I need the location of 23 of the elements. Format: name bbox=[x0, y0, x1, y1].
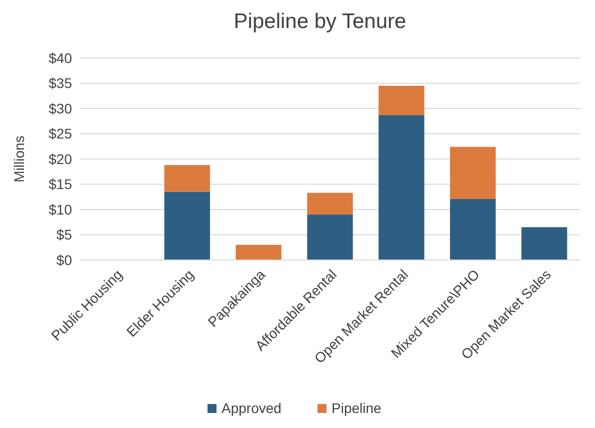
bar bbox=[164, 192, 210, 260]
bar bbox=[236, 244, 282, 260]
y-tick-label: $40 bbox=[48, 50, 72, 66]
bar bbox=[450, 146, 496, 199]
legend-label: Approved bbox=[222, 400, 282, 416]
bar bbox=[164, 165, 210, 192]
bar bbox=[521, 227, 568, 260]
y-tick-label: $15 bbox=[48, 176, 72, 192]
y-tick-label: $10 bbox=[48, 201, 72, 218]
bar bbox=[378, 115, 424, 260]
y-tick-label: $20 bbox=[48, 150, 72, 167]
y-axis-title: Millions bbox=[11, 136, 27, 182]
y-tick-label: $25 bbox=[48, 126, 72, 142]
bar bbox=[307, 214, 353, 260]
y-tick-label: $35 bbox=[48, 75, 72, 92]
y-tick-label: $30 bbox=[48, 100, 72, 116]
y-tick-label: $0 bbox=[56, 252, 72, 268]
bar bbox=[450, 198, 496, 260]
chart-title: Pipeline by Tenure bbox=[234, 10, 406, 33]
bar bbox=[378, 86, 424, 116]
bar bbox=[307, 192, 353, 215]
y-tick-label: $5 bbox=[56, 226, 72, 243]
legend-label: Pipeline bbox=[332, 400, 382, 416]
